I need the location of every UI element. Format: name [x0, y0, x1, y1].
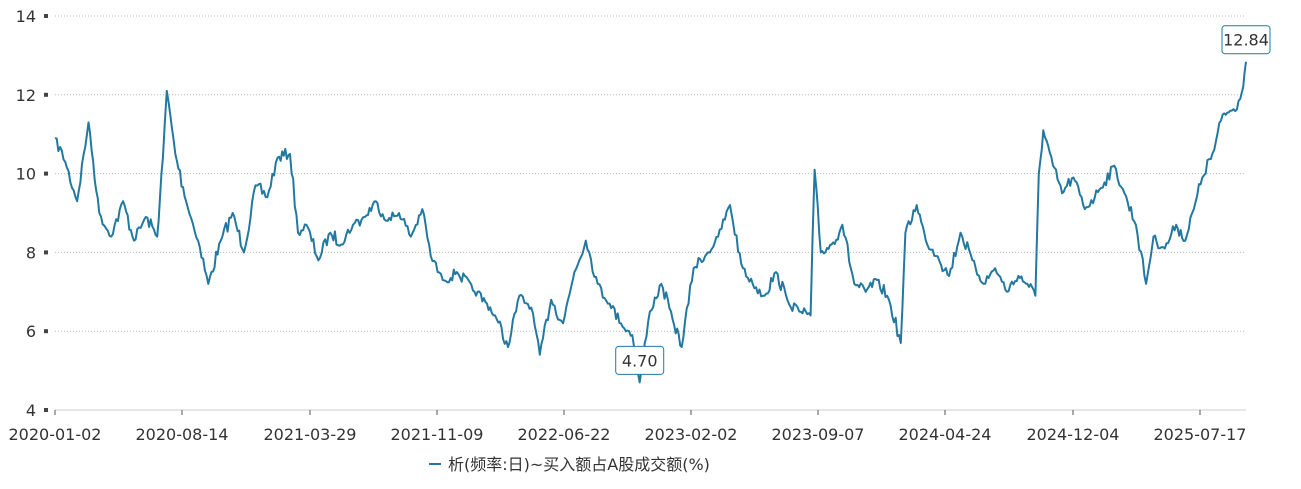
y-axis: 4 6 8 10 12 14: [16, 7, 48, 420]
x-tick-label: 2022-06-22: [518, 425, 611, 444]
annotation-box-max: [1221, 25, 1271, 55]
y-tick-label: 4: [26, 401, 36, 420]
series-group: [54, 61, 1247, 384]
x-tick-label: 2023-09-07: [772, 425, 865, 444]
x-tick-label: 2021-11-09: [391, 425, 484, 444]
y-tick-mark: [44, 14, 48, 18]
annotation-box-min: [615, 345, 665, 375]
y-tick-mark: [44, 92, 48, 97]
x-axis: 2020-01-02 2020-08-14 2021-03-29 2021-11-09…: [9, 409, 1247, 444]
annotation-label-max: 12.84: [1223, 31, 1269, 50]
x-tick-label: 2020-08-14: [136, 425, 229, 444]
annotations: 12.84 4.70: [615, 25, 1271, 375]
x-tick-label: 2020-01-02: [9, 425, 102, 444]
y-tick-label: 8: [26, 243, 36, 262]
annotation-label-min: 4.70: [622, 351, 658, 370]
y-tick-label: 6: [26, 322, 36, 341]
legend[interactable]: 析(频率:日)~买入额占A股成交额(%): [429, 455, 710, 474]
series-line: [54, 61, 1247, 384]
y-tick-mark: [44, 329, 48, 334]
x-tick-label: 2024-04-24: [899, 425, 992, 444]
y-tick-mark: [44, 250, 48, 255]
y-tick-label: 12: [16, 86, 36, 105]
y-tick-label: 10: [16, 165, 36, 184]
x-tick-label: 2021-03-29: [264, 425, 357, 444]
gridlines: [55, 15, 1246, 332]
x-tick-label: 2024-12-04: [1027, 425, 1120, 444]
x-tick-label: 2025-07-17: [1154, 425, 1247, 444]
legend-label: 析(频率:日)~买入额占A股成交额(%): [448, 455, 710, 474]
y-tick-label: 14: [16, 7, 36, 26]
y-tick-mark: [44, 171, 48, 176]
y-tick-mark: [44, 408, 48, 412]
x-tick-label: 2023-02-02: [645, 425, 738, 444]
